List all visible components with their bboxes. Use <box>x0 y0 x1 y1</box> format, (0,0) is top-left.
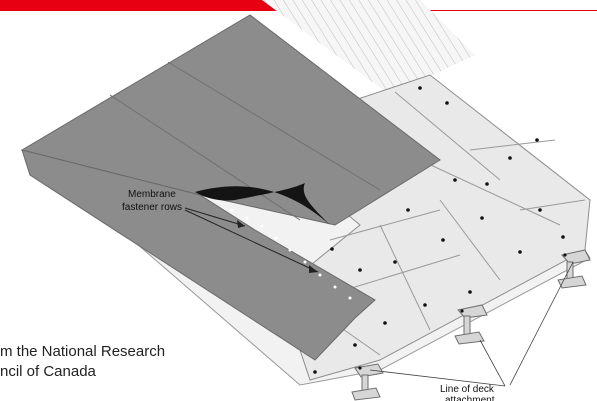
credit-line-2: ncil of Canada <box>0 362 96 382</box>
deck-label-line1: Line of deck <box>440 384 495 395</box>
membrane-label-line2: fastener rows <box>122 202 182 213</box>
steel-joist-left <box>352 364 383 400</box>
membrane-label-line1: Membrane <box>128 189 176 200</box>
credit-line-1: m the National Research <box>0 342 165 362</box>
deck-label-line2: attachment <box>445 395 495 401</box>
